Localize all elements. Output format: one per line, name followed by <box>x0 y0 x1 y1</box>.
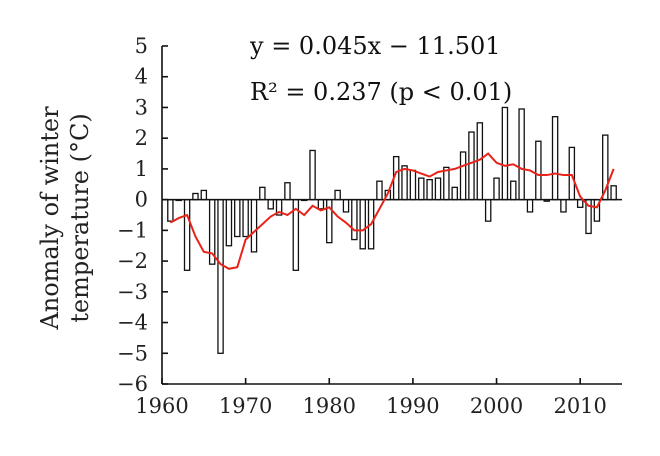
bar-2005 <box>535 140 542 201</box>
bar-1995 <box>451 186 458 201</box>
y-tick-label: 1 <box>135 157 148 181</box>
y-tick-label: 4 <box>135 65 148 89</box>
bar-1986 <box>376 180 383 201</box>
bar-1963 <box>183 198 191 271</box>
y-tick-label: −4 <box>117 311 148 335</box>
bar-2000 <box>493 177 500 201</box>
bar-1980 <box>326 198 333 244</box>
bar-2002 <box>510 180 517 201</box>
bar-1978 <box>309 149 316 201</box>
x-tick-label: 1980 <box>303 394 356 418</box>
bar-1991 <box>418 177 425 201</box>
bar-2003 <box>518 108 525 201</box>
regression-equation: y = 0.045x − 11.501 <box>249 32 501 60</box>
y-tick-label: 5 <box>135 34 148 58</box>
bar-1969 <box>234 198 241 238</box>
y-tick-labels: −6 −5 −4 −3 −2 −1 0 1 2 3 4 5 <box>117 34 148 396</box>
axes <box>161 45 622 385</box>
bar-2007 <box>551 116 559 201</box>
y-axis-label-line2: temperature (°C) <box>66 113 94 322</box>
bar-1994 <box>443 166 450 201</box>
bar-1982 <box>342 198 350 213</box>
x-tick-label: 2000 <box>470 394 523 418</box>
bar-1989 <box>401 165 408 201</box>
bar-1965 <box>200 189 208 201</box>
bar-1970 <box>242 198 249 238</box>
bar-1992 <box>426 179 433 201</box>
y-tick-label: −1 <box>117 218 148 242</box>
y-tick-label: 2 <box>135 126 148 150</box>
y-tick-label: 3 <box>135 95 148 119</box>
y-axis-label: Anomaly of winter temperature (°C) <box>36 106 94 331</box>
bar-1990 <box>409 169 417 201</box>
x-tick-labels: 1960 1970 1980 1990 2000 2010 <box>135 394 607 418</box>
bar-1967 <box>217 198 224 354</box>
bar-1979 <box>317 198 325 210</box>
x-tick-label: 1970 <box>219 394 272 418</box>
bar-2010 <box>576 198 584 208</box>
bar-1964 <box>192 192 199 201</box>
bar-2014 <box>610 185 617 201</box>
bar-1972 <box>259 186 266 201</box>
bar-series <box>167 106 617 354</box>
bar-2004 <box>526 198 534 213</box>
bar-1973 <box>267 198 274 210</box>
bar-1961 <box>167 198 174 222</box>
y-axis-label-line1: Anomaly of winter <box>36 106 64 331</box>
bar-1999 <box>484 198 492 222</box>
x-tick-label: 1960 <box>135 394 188 418</box>
bar-1993 <box>434 177 442 201</box>
bar-1975 <box>284 182 291 201</box>
bar-1981 <box>334 189 341 201</box>
bar-1968 <box>225 198 233 247</box>
bar-1971 <box>250 198 258 253</box>
bar-1984 <box>359 198 366 250</box>
bar-2001 <box>501 106 509 201</box>
x-tick-label: 1990 <box>386 394 439 418</box>
smoothed-curve <box>169 152 615 270</box>
bar-1997 <box>468 131 475 201</box>
bar-2009 <box>568 146 576 201</box>
bar-1996 <box>459 151 467 201</box>
regression-r2: R² = 0.237 (p < 0.01) <box>250 78 512 106</box>
y-tick-label: −3 <box>117 280 148 304</box>
y-tick-label: −5 <box>117 341 148 365</box>
bar-1983 <box>351 198 358 241</box>
y-tick-label: 0 <box>135 188 148 212</box>
bar-2008 <box>560 198 567 213</box>
y-tick-label: −2 <box>117 249 148 273</box>
x-tick-label: 2010 <box>553 394 606 418</box>
y-tick-label: −6 <box>117 372 148 396</box>
